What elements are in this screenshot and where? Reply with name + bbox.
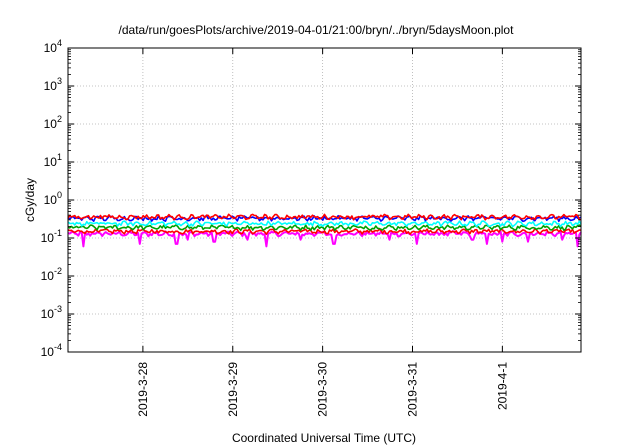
x-tick-label: 2019-3-30 — [316, 362, 330, 417]
x-tick-label: 2019-3-29 — [226, 362, 240, 417]
y-tick-label: 10-2 — [41, 266, 62, 283]
y-tick-label: 102 — [44, 114, 62, 131]
chart-title: /data/run/goesPlots/archive/2019-04-01/2… — [119, 23, 515, 37]
y-tick-label: 104 — [44, 38, 62, 55]
series-line — [67, 230, 582, 248]
series-line — [67, 220, 582, 228]
x-axis-label: Coordinated Universal Time (UTC) — [232, 431, 416, 445]
y-tick-label: 10-4 — [41, 342, 62, 359]
plot-frame — [67, 47, 582, 353]
series-line — [67, 224, 582, 232]
series-line — [67, 213, 581, 221]
x-tick-label: 2019-4-1 — [495, 362, 509, 410]
y-axis-label: cGy/day — [23, 178, 37, 222]
y-tick-label: 100 — [44, 190, 62, 207]
x-axis: 2019-3-28 2019-3-29 2019-3-30 2019-3-31 2019… — [136, 48, 509, 417]
series-line — [67, 228, 582, 235]
x-tick-label: 2019-3-28 — [136, 362, 150, 417]
series-group — [67, 213, 582, 248]
x-tick-label: 2019-3-31 — [405, 362, 419, 417]
grid — [68, 48, 581, 352]
y-tick-label: 10-1 — [41, 228, 62, 245]
y-tick-label: 10-3 — [41, 304, 62, 321]
y-tick-label: 103 — [44, 76, 62, 93]
y-tick-label: 101 — [44, 152, 62, 169]
y-axis: 10-4 10-3 10-2 10-1 100 101 102 103 104 — [41, 38, 581, 359]
